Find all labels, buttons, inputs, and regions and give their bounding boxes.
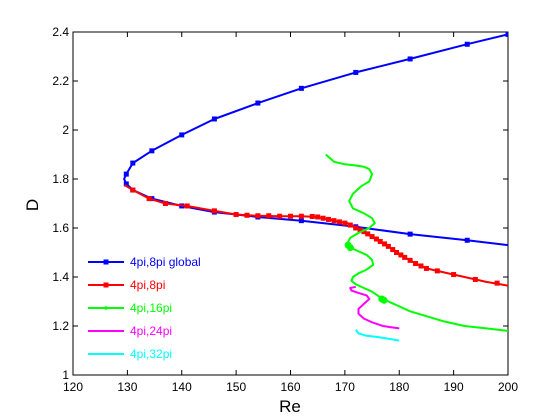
data-point xyxy=(385,243,391,249)
x-tick-label: 200 xyxy=(498,380,518,394)
y-tick-label: 2.2 xyxy=(52,74,69,88)
data-point xyxy=(346,244,354,252)
data-point xyxy=(320,215,326,221)
legend-marker xyxy=(103,282,109,288)
data-point xyxy=(398,252,404,258)
data-point xyxy=(255,100,261,106)
y-tick-label: 1.8 xyxy=(52,172,69,186)
data-point xyxy=(373,236,379,242)
data-point xyxy=(407,56,413,62)
data-point xyxy=(382,241,388,247)
data-point xyxy=(434,268,440,274)
y-axis-label: D xyxy=(23,199,42,211)
data-point xyxy=(423,265,429,271)
data-point xyxy=(184,203,190,209)
data-point xyxy=(418,263,424,269)
data-point xyxy=(380,296,388,304)
data-point xyxy=(146,196,152,202)
y-tick-label: 1.2 xyxy=(52,319,69,333)
data-point xyxy=(277,213,283,219)
axis-ticks: 120 130 140 150 160 170 180 190 200 1 1.2 1.4 1.6 1.8… xyxy=(52,25,518,394)
data-point xyxy=(347,222,353,228)
legend-box xyxy=(82,245,222,367)
y-tick-label: 1.6 xyxy=(52,221,69,235)
data-point xyxy=(309,213,315,219)
series-line-2 xyxy=(325,153,508,332)
data-point xyxy=(211,116,217,122)
data-point xyxy=(451,272,457,278)
x-tick-label: 140 xyxy=(172,380,192,394)
data-point xyxy=(377,238,383,244)
series-layer xyxy=(123,32,508,342)
data-point xyxy=(394,250,400,255)
y-tick-label: 2 xyxy=(62,123,69,137)
data-point xyxy=(505,32,508,37)
data-point xyxy=(123,181,129,187)
data-point xyxy=(211,208,217,214)
legend-label: 4pi,16pi xyxy=(130,301,172,315)
y-tick-label: 2.4 xyxy=(52,25,69,39)
data-point xyxy=(298,85,304,91)
legend-marker xyxy=(103,259,109,265)
data-point xyxy=(464,237,470,243)
legend-marker xyxy=(104,306,108,310)
data-point xyxy=(162,201,168,206)
x-tick-label: 130 xyxy=(117,380,137,394)
x-tick-label: 160 xyxy=(280,380,300,394)
data-point xyxy=(266,213,272,219)
data-point xyxy=(402,254,408,260)
data-point xyxy=(390,247,396,253)
legend-label: 4pi,32pi xyxy=(130,347,172,361)
series-line-4 xyxy=(354,329,400,342)
x-tick-label: 150 xyxy=(226,380,246,394)
y-tick-label: 1.4 xyxy=(52,270,69,284)
data-point xyxy=(369,234,375,240)
data-point xyxy=(331,218,337,224)
data-point xyxy=(123,171,129,177)
data-point xyxy=(244,212,250,218)
data-point xyxy=(233,212,239,218)
legend: 4pi,8pi global 4pi,8pi 4pi,16pi 4pi,24pi 4pi… xyxy=(82,245,222,367)
data-point xyxy=(407,257,413,263)
legend-label: 4pi,8pi global xyxy=(130,255,201,269)
data-point xyxy=(357,227,363,233)
data-point xyxy=(407,231,413,237)
data-point xyxy=(472,276,478,282)
data-point xyxy=(353,225,359,231)
data-point xyxy=(494,280,500,286)
data-point xyxy=(464,41,470,47)
data-point xyxy=(353,69,359,75)
x-tick-label: 170 xyxy=(335,380,355,394)
series-line-3 xyxy=(349,285,400,330)
x-tick-label: 180 xyxy=(389,380,409,394)
data-point xyxy=(413,261,419,267)
legend-label: 4pi,8pi xyxy=(130,278,165,292)
x-axis-label: Re xyxy=(279,397,301,416)
data-point xyxy=(336,219,342,225)
data-point xyxy=(149,148,155,154)
series-line-0 xyxy=(123,33,508,247)
data-point xyxy=(315,214,321,220)
data-point xyxy=(298,213,304,219)
data-point xyxy=(130,160,136,166)
x-tick-label: 120 xyxy=(63,380,83,394)
data-point xyxy=(361,229,367,235)
data-point xyxy=(255,213,261,219)
data-point xyxy=(130,187,136,193)
legend-label: 4pi,24pi xyxy=(130,324,172,338)
data-point xyxy=(365,231,371,237)
data-point xyxy=(326,216,332,222)
data-point xyxy=(288,213,293,219)
data-point xyxy=(179,132,185,138)
y-tick-label: 1 xyxy=(62,368,69,382)
x-tick-label: 190 xyxy=(444,380,464,394)
data-point xyxy=(342,220,348,226)
data-point xyxy=(298,218,304,224)
